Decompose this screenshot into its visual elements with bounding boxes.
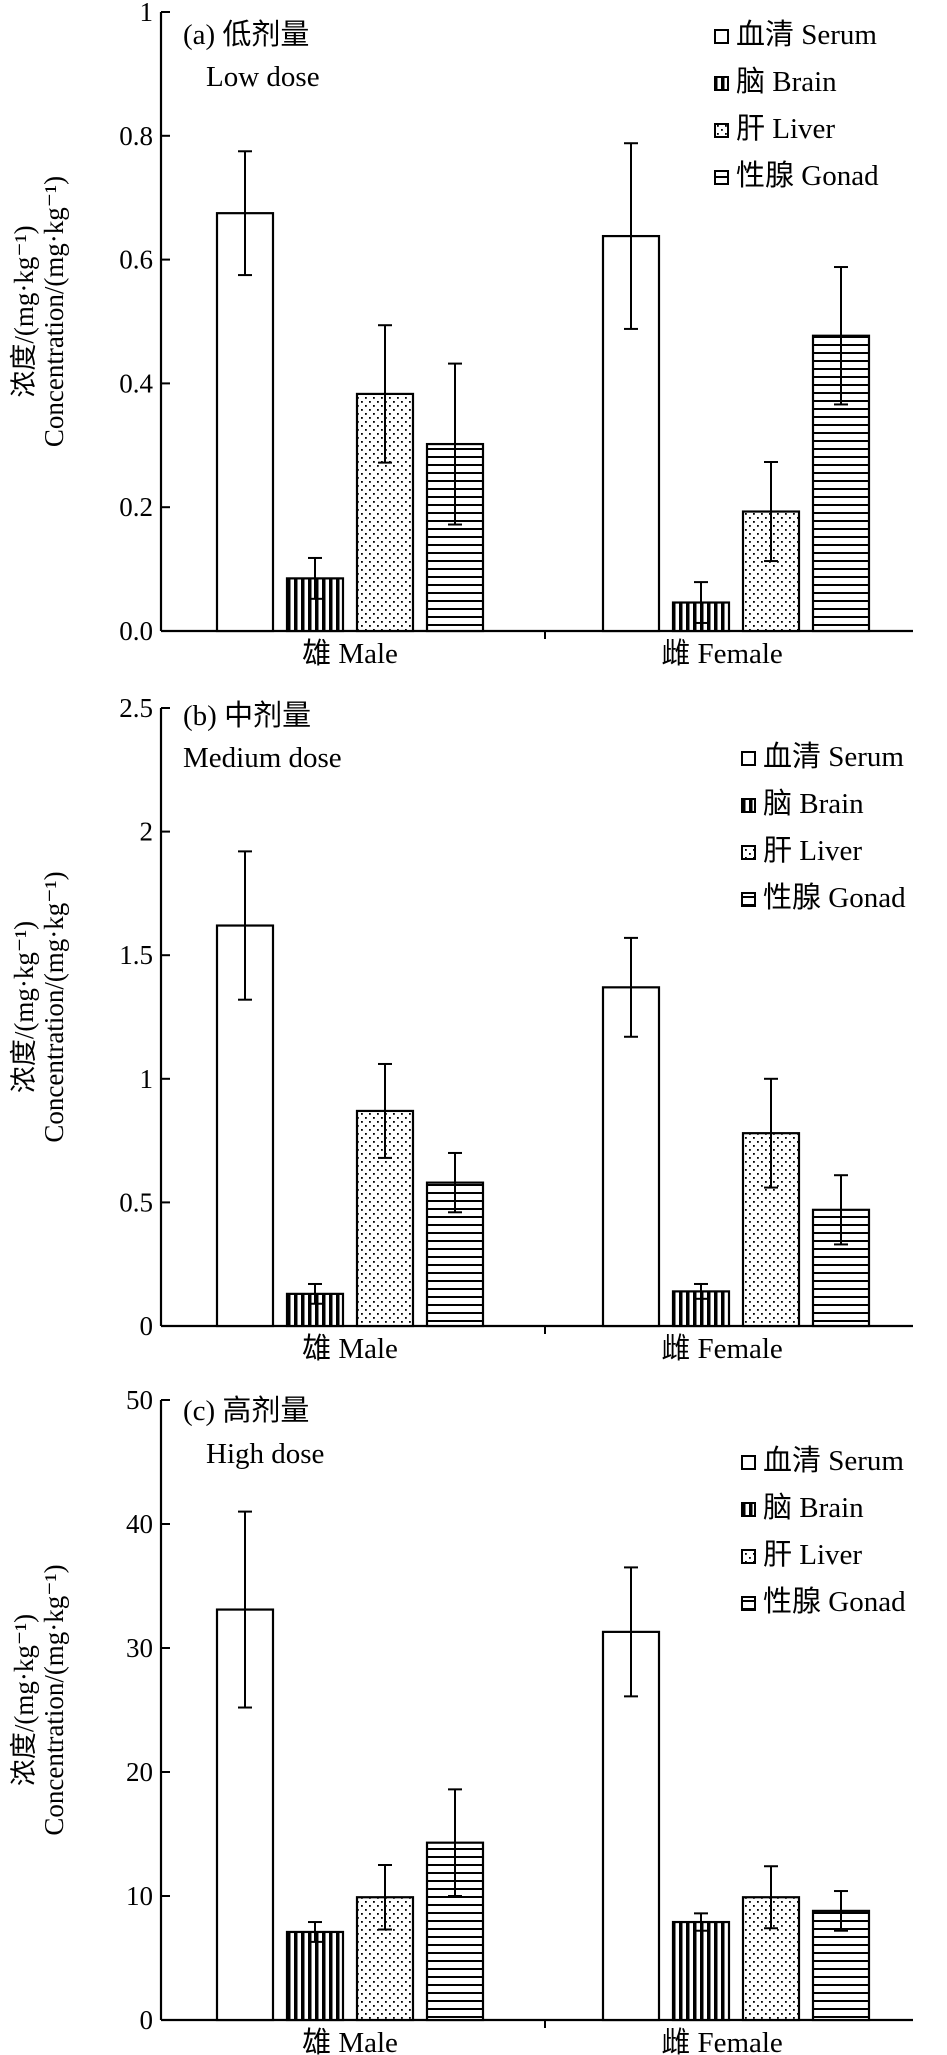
legend-label: 肝 Liver <box>763 1539 862 1571</box>
legend-swatch-vertical <box>714 76 729 91</box>
y-tick-label: 2.5 <box>119 693 153 723</box>
legend-label: 性腺 Gonad <box>763 1585 906 1618</box>
legend-swatch-dots <box>741 845 756 860</box>
legend-label: 肝 Liver <box>763 835 862 867</box>
y-tick-label: 1 <box>140 1064 154 1094</box>
legend-swatch-none <box>714 29 729 44</box>
bar-none <box>601 986 661 1328</box>
y-axis-label-cn: 浓度/(mg·kg⁻¹) <box>9 1614 39 1786</box>
legend-label: 血清 Serum <box>763 1444 904 1477</box>
legend-swatch-horizontal <box>714 170 729 185</box>
y-tick-label: 1 <box>140 0 154 27</box>
legend-label: 脑 Brain <box>763 1491 864 1524</box>
y-axis-label-cn: 浓度/(mg·kg⁻¹) <box>9 225 39 397</box>
panel-title: (a) 低剂量 <box>183 18 309 51</box>
legend-label: 肝 Liver <box>736 113 835 145</box>
y-axis-label-en: Concentration/(mg·kg⁻¹) <box>39 176 69 447</box>
legend-swatch-horizontal <box>741 892 756 907</box>
y-tick-label: 0 <box>140 1311 154 1341</box>
x-category-label: 雄 Male <box>302 637 398 670</box>
panel-subtitle: Low dose <box>206 61 320 93</box>
y-tick-label: 0 <box>140 2005 154 2035</box>
y-tick-label: 0.2 <box>119 492 153 522</box>
y-axis-label: 浓度/(mg·kg⁻¹) Concentration/(mg·kg⁻¹) <box>9 1564 69 1835</box>
y-tick-label: 30 <box>126 1633 153 1663</box>
legend-swatch-none <box>741 1455 756 1470</box>
y-tick-label: 20 <box>126 1757 153 1787</box>
legend-label: 脑 Brain <box>763 787 864 820</box>
panel-subtitle: High dose <box>206 1438 324 1470</box>
legend-label: 性腺 Gonad <box>763 881 906 914</box>
legend-swatch-dots <box>714 123 729 138</box>
chart-panel-2: 0 0.5 1 1.5 2 2.5 浓度/(mg·kg⁻¹) Concentration/(m… <box>9 693 913 1365</box>
y-axis-label-cn: 浓度/(mg·kg⁻¹) <box>9 921 39 1093</box>
x-category-label: 雄 Male <box>302 1332 398 1365</box>
chart-panel-1: 0.0 0.2 0.4 0.6 0.8 1 浓度/(mg·kg⁻¹) Concentratio… <box>9 0 913 670</box>
y-axis-label-en: Concentration/(mg·kg⁻¹) <box>39 871 69 1142</box>
y-tick-label: 0.5 <box>119 1187 153 1217</box>
panel-title: (c) 高剂量 <box>183 1394 309 1427</box>
legend-label: 脑 Brain <box>736 65 837 98</box>
x-category-label: 雌 Female <box>661 2026 783 2055</box>
y-tick-label: 40 <box>126 1509 153 1539</box>
y-tick-label: 0.4 <box>119 368 153 398</box>
legend-swatch-vertical <box>741 1502 756 1517</box>
y-tick-label: 0.0 <box>119 616 153 646</box>
legend-label: 性腺 Gonad <box>736 159 879 192</box>
legend-label: 血清 Serum <box>763 740 904 773</box>
y-tick-label: 2 <box>140 817 154 847</box>
x-category-label: 雌 Female <box>661 1332 783 1365</box>
y-tick-label: 50 <box>126 1385 153 1415</box>
legend-swatch-none <box>741 751 756 766</box>
y-tick-label: 10 <box>126 1881 153 1911</box>
panel-subtitle: Medium dose <box>183 742 342 774</box>
y-axis-label: 浓度/(mg·kg⁻¹) Concentration/(mg·kg⁻¹) <box>9 176 69 447</box>
y-axis-label-en: Concentration/(mg·kg⁻¹) <box>39 1564 69 1835</box>
legend-label: 血清 Serum <box>736 18 877 51</box>
x-category-label: 雄 Male <box>302 2026 398 2055</box>
legend-swatch-vertical <box>741 798 756 813</box>
y-tick-label: 0.8 <box>119 121 153 151</box>
chart-panel-3: 0 10 20 30 40 50 浓度/(mg·kg⁻¹) Concentration/(mg… <box>9 1385 913 2055</box>
legend-swatch-horizontal <box>741 1596 756 1611</box>
legend-swatch-dots <box>741 1549 756 1564</box>
panel-title: (b) 中剂量 <box>183 699 311 732</box>
bar-vertical <box>671 1920 731 2022</box>
y-tick-label: 0.6 <box>119 245 153 275</box>
x-category-label: 雌 Female <box>661 637 783 670</box>
bar-vertical <box>285 1930 345 2022</box>
y-axis-label: 浓度/(mg·kg⁻¹) Concentration/(mg·kg⁻¹) <box>9 871 69 1142</box>
y-tick-label: 1.5 <box>119 940 153 970</box>
